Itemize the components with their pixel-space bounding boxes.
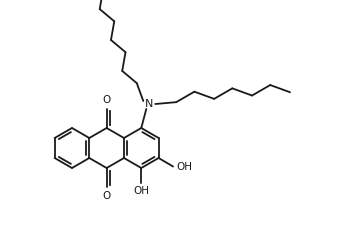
Text: N: N xyxy=(145,99,153,109)
Text: O: O xyxy=(103,191,111,201)
Text: OH: OH xyxy=(176,161,192,172)
Text: O: O xyxy=(103,95,111,105)
Text: OH: OH xyxy=(133,186,149,196)
